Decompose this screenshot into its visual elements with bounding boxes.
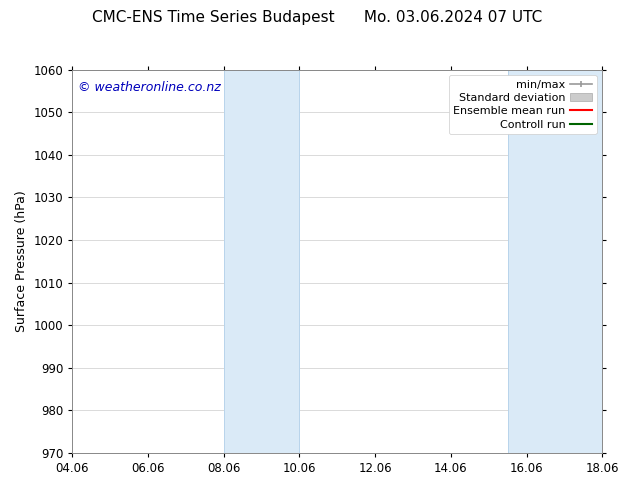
Bar bbox=[508, 70, 602, 453]
Bar bbox=[224, 70, 299, 453]
Text: CMC-ENS Time Series Budapest      Mo. 03.06.2024 07 UTC: CMC-ENS Time Series Budapest Mo. 03.06.2… bbox=[92, 10, 542, 25]
Text: © weatheronline.co.nz: © weatheronline.co.nz bbox=[77, 81, 221, 94]
Legend: min/max, Standard deviation, Ensemble mean run, Controll run: min/max, Standard deviation, Ensemble me… bbox=[449, 75, 597, 134]
Y-axis label: Surface Pressure (hPa): Surface Pressure (hPa) bbox=[15, 191, 28, 332]
